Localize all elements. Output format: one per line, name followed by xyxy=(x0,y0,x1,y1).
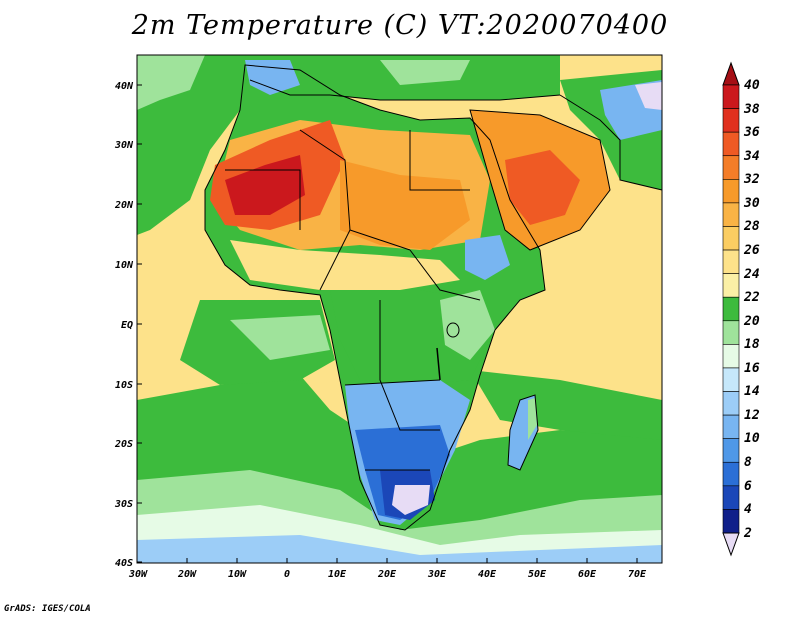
ocean-north-atlantic-cool xyxy=(137,55,205,110)
border-line-5 xyxy=(409,249,481,301)
colorbar-top-arrow xyxy=(722,61,740,86)
lon-tick: 50E xyxy=(528,569,547,580)
colorbar-segment xyxy=(722,367,740,392)
colorbar-label: 18 xyxy=(744,337,760,352)
colorbar-label: 10 xyxy=(744,431,760,446)
land-sahel-mid xyxy=(340,160,470,250)
colorbar-segment xyxy=(722,226,740,251)
colorbar-label: 30 xyxy=(743,196,760,211)
lat-tick: EQ xyxy=(121,320,133,331)
colorbar-segment xyxy=(722,509,740,534)
colorbar-label: 40 xyxy=(744,78,760,93)
land-south-coldest xyxy=(392,485,430,515)
lon-tick: 30E xyxy=(427,569,447,580)
colorbar-segment xyxy=(722,344,740,369)
colorbar-segment xyxy=(722,131,740,157)
colorbar-segments xyxy=(722,84,740,534)
lat-tick: 20S xyxy=(114,439,133,450)
colorbar-label: 36 xyxy=(743,125,760,140)
ocean-south-blue xyxy=(137,535,662,563)
colorbar-label: 34 xyxy=(743,149,760,164)
border-line-4 xyxy=(319,229,351,291)
colorbar-segment xyxy=(722,84,740,109)
land-europe-cool xyxy=(380,60,470,85)
ocean-equator-light xyxy=(230,315,330,360)
colorbar-label: 32 xyxy=(743,172,760,187)
lat-tick: 10N xyxy=(115,260,134,271)
lat-tick: 40N xyxy=(115,81,134,92)
map-title: 2m Temperature (C) VT:2020070400 xyxy=(131,10,669,41)
land-madagascar-coast xyxy=(528,398,537,440)
lake-victoria xyxy=(446,322,460,338)
colorbar-label: 12 xyxy=(744,408,760,423)
colorbar-segment xyxy=(722,249,740,274)
colorbar-segment xyxy=(722,155,740,180)
colorbar-label: 20 xyxy=(743,314,760,329)
colorbar-label: 14 xyxy=(744,384,760,399)
land-sahel-yellow xyxy=(230,240,460,290)
border-iran xyxy=(559,94,663,191)
colorbar-labels: 40 38 36 34 32 30 28 26 24 22 20 18 16 1… xyxy=(743,78,760,541)
lon-tick: 40E xyxy=(478,569,497,580)
lon-tick: 10W xyxy=(228,569,247,580)
lat-axis: 40N 30N 20N 10N EQ 10S 20S 30S 40S xyxy=(114,81,142,569)
lat-tick: 30N xyxy=(114,140,134,151)
colorbar-segment xyxy=(722,391,740,416)
lat-tick: 10S xyxy=(115,380,133,391)
colorbar-label: 38 xyxy=(743,102,760,117)
grads-credit: GrADS: IGES/COLA xyxy=(4,604,91,614)
colorbar-label: 24 xyxy=(743,267,760,282)
colorbar-segment xyxy=(722,414,740,439)
colorbar-segment xyxy=(722,438,740,463)
lat-tick: 30S xyxy=(114,499,133,510)
border-line-1 xyxy=(225,169,301,230)
border-line-6 xyxy=(344,379,441,386)
colorbar-segment xyxy=(722,296,740,322)
map-plot-area xyxy=(136,54,663,564)
lon-tick: 70E xyxy=(628,569,647,580)
lon-tick: 20W xyxy=(177,569,197,580)
land-east-highlands xyxy=(440,290,495,360)
lon-tick: 20E xyxy=(377,569,397,580)
colorbar-label: 8 xyxy=(744,455,752,470)
border-line-7 xyxy=(379,300,440,431)
colorbar-segment xyxy=(722,273,740,298)
lon-tick: 0 xyxy=(284,569,290,580)
plot-frame xyxy=(136,54,663,564)
colorbar-segment xyxy=(722,202,740,227)
colorbar-segment xyxy=(722,461,740,487)
colorbar-bottom-arrow xyxy=(722,532,740,557)
border-arabia xyxy=(469,109,611,251)
colorbar-label: 6 xyxy=(744,479,752,494)
lon-tick: 60E xyxy=(578,569,597,580)
colorbar-segment xyxy=(722,179,740,204)
border-europe xyxy=(249,79,561,101)
lon-tick: 30W xyxy=(128,569,148,580)
colorbar-label: 28 xyxy=(743,219,760,234)
border-line-2 xyxy=(299,129,411,251)
lat-tick: 20N xyxy=(114,200,134,211)
lake-tanganyika xyxy=(436,347,441,381)
land-ethiopia-cool xyxy=(465,235,510,280)
colorbar-label: 22 xyxy=(743,290,760,305)
land-arabia-hot xyxy=(505,150,580,225)
colorbar-label: 2 xyxy=(743,526,752,541)
colorbar: 40 38 36 34 32 30 28 26 24 22 20 18 16 1… xyxy=(722,61,760,557)
border-madagascar xyxy=(507,394,539,471)
colorbar-label: 16 xyxy=(744,361,760,376)
colorbar-segment xyxy=(722,485,740,510)
land-iran-coldest xyxy=(635,82,662,110)
lon-tick: 10E xyxy=(328,569,347,580)
country-borders xyxy=(204,64,663,531)
colorbar-label: 4 xyxy=(744,502,752,517)
colorbar-segment xyxy=(722,320,740,345)
colorbar-segment xyxy=(722,108,740,133)
border-line-3 xyxy=(409,130,470,191)
colorbar-label: 26 xyxy=(743,243,760,258)
lat-tick: 40S xyxy=(115,558,133,569)
ocean-north-atlantic xyxy=(137,55,250,235)
lon-axis: 30W 20W 10W 0 10E 20E 30E 40E 50E 60E 70… xyxy=(128,558,647,580)
